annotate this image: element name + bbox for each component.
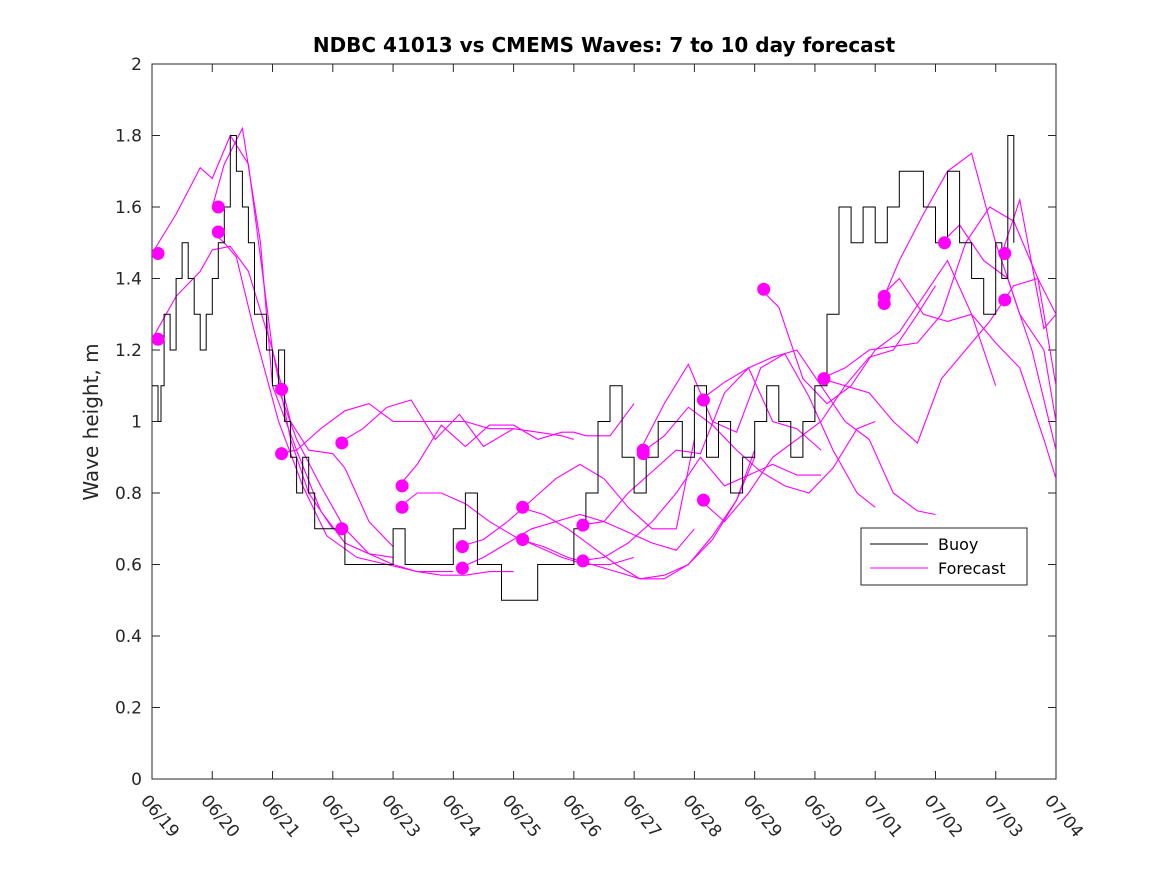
forecast-marker [335, 522, 349, 536]
y-tick-label: 0 [131, 770, 142, 790]
forecast-marker [211, 225, 225, 239]
y-tick-label: 1.2 [115, 341, 142, 361]
forecast-marker [877, 297, 891, 311]
forecast-line [820, 206, 1056, 380]
forecast-line [459, 439, 695, 548]
y-tick-label: 0.8 [115, 484, 142, 504]
forecast-marker [455, 561, 469, 575]
forecast-line [1001, 197, 1056, 330]
y-tick-label: 1.4 [115, 270, 142, 290]
forecast-marker [757, 282, 771, 296]
forecast-line [278, 402, 575, 455]
forecast-marker [516, 532, 530, 546]
forecast-marker [636, 447, 650, 461]
forecast-marker [576, 554, 590, 568]
forecast-line [639, 352, 876, 508]
forecast-marker [395, 500, 409, 514]
forecast-line [880, 152, 1056, 422]
forecast-marker [395, 479, 409, 493]
forecast-marker [335, 436, 349, 450]
legend: Buoy Forecast [860, 527, 1028, 586]
forecast-line [398, 492, 635, 566]
forecast-line [760, 259, 997, 405]
forecast-line [579, 366, 822, 526]
chart-title: NDBC 41013 vs CMEMS Waves: 7 to 10 day f… [313, 33, 896, 57]
buoy-line [152, 135, 1015, 601]
forecast-marker [998, 293, 1012, 307]
forecast-line [880, 277, 1056, 479]
forecast-line [519, 449, 756, 580]
legend-box [860, 527, 1028, 586]
forecast-marker [455, 540, 469, 554]
y-axis-label: Wave height, m [79, 343, 103, 500]
legend-forecast-label: Forecast [938, 559, 1006, 578]
forecast-marker [275, 447, 289, 461]
forecast-line [338, 399, 514, 448]
forecast-marker [211, 200, 225, 214]
forecast-marker [938, 236, 952, 250]
forecast-marker [152, 332, 165, 346]
forecast-line [398, 403, 635, 487]
forecast-line [579, 456, 821, 562]
forecast-marker [152, 246, 165, 260]
y-tick-label: 1.8 [115, 127, 142, 147]
forecast-marker [817, 372, 831, 386]
forecast-marker [696, 393, 710, 407]
y-tick-label: 1.6 [115, 198, 142, 218]
y-tick-label: 0.4 [115, 627, 142, 647]
forecast-line [152, 245, 334, 530]
forecast-marker [998, 246, 1012, 260]
forecast-line [639, 406, 876, 494]
y-tick-label: 1 [131, 413, 142, 433]
forecast-line [700, 285, 936, 523]
forecast-marker [516, 500, 530, 514]
y-tick-label: 0.2 [115, 699, 142, 719]
forecast-line [459, 513, 695, 569]
forecast-line [820, 277, 1056, 444]
forecast-marker [696, 493, 710, 507]
plot-data [152, 126, 1056, 601]
forecast-marker [275, 382, 289, 396]
y-tick-label: 0.6 [115, 556, 142, 576]
legend-buoy-label: Buoy [938, 535, 978, 554]
forecast-marker [576, 518, 590, 532]
y-tick-label: 2 [131, 55, 142, 75]
